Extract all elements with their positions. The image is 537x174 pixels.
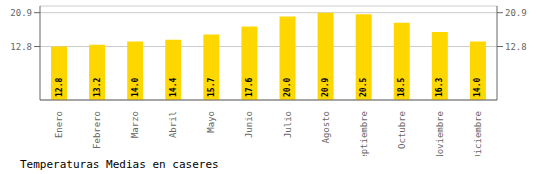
svg-text:15.7: 15.7 — [207, 78, 216, 97]
svg-text:20.9: 20.9 — [321, 78, 330, 97]
svg-text:20.0: 20.0 — [283, 78, 292, 97]
html-text:Temperaturas Medias en caseres: Temperaturas Medias en caseres — [20, 158, 219, 171]
svg-text:18.5: 18.5 — [397, 78, 406, 97]
svg-text:20.9: 20.9 — [505, 8, 527, 18]
svg-text:Abril: Abril — [168, 111, 178, 138]
svg-text:Agosto: Agosto — [321, 111, 331, 144]
svg-text:20.9: 20.9 — [10, 8, 32, 18]
svg-text:12.8: 12.8 — [505, 42, 527, 52]
svg-text:Mayo: Mayo — [206, 111, 216, 133]
svg-text:12.8: 12.8 — [55, 78, 64, 97]
svg-text:13.2: 13.2 — [93, 78, 102, 97]
svg-text:17.6: 17.6 — [245, 78, 254, 97]
svg-text:Julio: Julio — [283, 111, 293, 138]
svg-text:14.0: 14.0 — [473, 78, 482, 97]
svg-text:14.4: 14.4 — [169, 78, 178, 97]
svg-text:Noviembre: Noviembre — [435, 111, 445, 156]
svg-text:Marzo: Marzo — [130, 111, 140, 138]
svg-text:16.3: 16.3 — [435, 78, 444, 97]
svg-text:Septiembre: Septiembre — [359, 111, 369, 156]
svg-text:Junio: Junio — [244, 111, 254, 138]
svg-text:Febrero: Febrero — [92, 111, 102, 149]
svg-text:20.5: 20.5 — [359, 78, 368, 97]
svg-text:Enero: Enero — [54, 111, 64, 138]
svg-text:14.0: 14.0 — [131, 78, 140, 97]
svg-text:Diciembre: Diciembre — [473, 111, 483, 156]
svg-text:12.8: 12.8 — [10, 42, 32, 52]
svg-text:Octubre: Octubre — [397, 111, 407, 149]
